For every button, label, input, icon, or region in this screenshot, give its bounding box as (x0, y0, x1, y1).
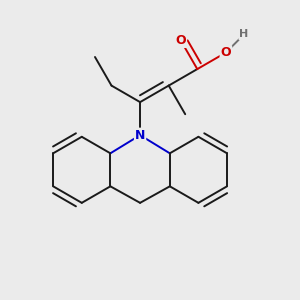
Text: H: H (239, 29, 249, 39)
Text: N: N (135, 129, 145, 142)
Text: O: O (220, 46, 231, 59)
Text: O: O (176, 34, 186, 47)
